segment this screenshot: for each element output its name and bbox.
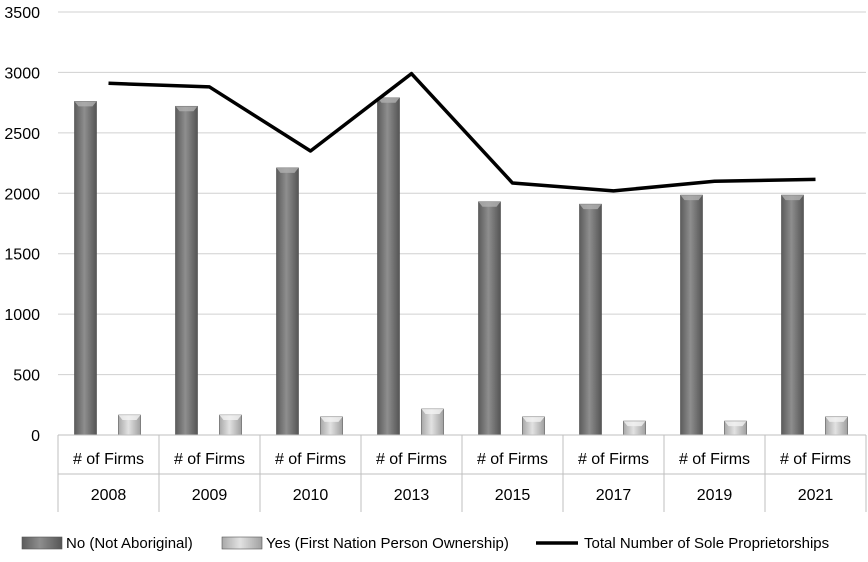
bar-yes-2009 <box>219 414 242 436</box>
bar-no-2013 <box>377 97 400 436</box>
bars <box>74 97 848 436</box>
y-tick-label: 2000 <box>4 186 40 203</box>
x-subcategory-label: # of Firms <box>73 451 144 468</box>
x-category-label: 2015 <box>495 487 531 504</box>
line-total-sole-proprietorships <box>108 71 816 193</box>
y-tick-label: 1500 <box>4 247 40 264</box>
bar-yes-2019 <box>724 420 747 436</box>
bar-yes-2008 <box>118 414 141 436</box>
bar-no-2021 <box>781 194 804 436</box>
x-subcategory-label: # of Firms <box>477 451 548 468</box>
legend-swatch <box>21 536 63 550</box>
x-category-label: 2017 <box>596 487 632 504</box>
y-tick-label: 3000 <box>4 65 40 82</box>
bar-no-2019 <box>680 194 703 436</box>
bar-yes-2017 <box>623 420 646 436</box>
x-subcategory-label: # of Firms <box>275 451 346 468</box>
legend-label: Total Number of Sole Proprietorships <box>584 535 829 552</box>
x-subcategory-label: # of Firms <box>174 451 245 468</box>
legend-label: Yes (First Nation Person Ownership) <box>266 535 509 552</box>
legend-swatch <box>221 536 263 550</box>
bar-no-2010 <box>276 167 299 436</box>
y-tick-label: 500 <box>13 368 40 385</box>
x-category-label: 2008 <box>91 487 127 504</box>
bar-no-2017 <box>579 203 602 436</box>
legend-label: No (Not Aboriginal) <box>66 535 193 552</box>
bar-yes-2021 <box>825 416 848 436</box>
x-category-label: 2021 <box>798 487 834 504</box>
x-category-label: 2009 <box>192 487 228 504</box>
bar-no-2008 <box>74 101 97 436</box>
x-category-label: 2019 <box>697 487 733 504</box>
bar-yes-2010 <box>320 416 343 436</box>
x-category-label: 2013 <box>394 487 430 504</box>
y-axis-ticks: 0 500 1000 1500 2000 2500 3000 3500 <box>4 5 40 445</box>
legend-item-0: No (Not Aboriginal) <box>21 535 193 552</box>
x-subcategory-label: # of Firms <box>780 451 851 468</box>
bar-no-2015 <box>478 201 501 436</box>
y-tick-label: 1000 <box>4 307 40 324</box>
x-subcategory-label: # of Firms <box>679 451 750 468</box>
legend-item-2: Total Number of Sole Proprietorships <box>536 535 829 552</box>
bar-no-2009 <box>175 105 198 436</box>
x-subcategory-label: # of Firms <box>578 451 649 468</box>
x-category-label: 2010 <box>293 487 329 504</box>
bar-yes-2015 <box>522 416 545 436</box>
bar-yes-2013 <box>421 408 444 436</box>
legend-item-1: Yes (First Nation Person Ownership) <box>221 535 509 552</box>
x-subcategory-label: # of Firms <box>376 451 447 468</box>
legend: No (Not Aboriginal) Yes (First Nation Per… <box>21 535 829 552</box>
y-tick-label: 0 <box>31 428 40 445</box>
total-line <box>108 71 816 193</box>
y-tick-label: 2500 <box>4 126 40 143</box>
y-tick-label: 3500 <box>4 5 40 22</box>
x-axis: # of Firms 2008 # of Firms 2009 # of Firms 20… <box>57 434 867 512</box>
